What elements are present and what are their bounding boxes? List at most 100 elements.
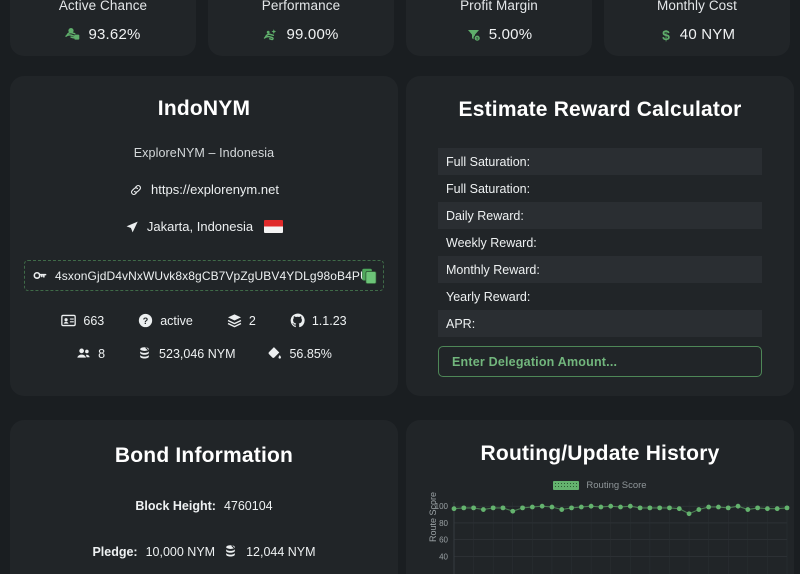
chip-version: 1.1.23 (290, 313, 347, 328)
stat-card-row: Active Chance 93.62% Performance (0, 0, 800, 56)
calc-row-label: Weekly Reward: (446, 235, 537, 250)
svg-text:$: $ (476, 35, 479, 40)
node-info-card: IndoNYM ExploreNYM – Indonesia https://e… (10, 76, 398, 396)
node-subtitle: ExploreNYM – Indonesia (133, 146, 275, 160)
bond-pledge-row: Pledge: 10,000 NYM 12,044 NYM (10, 544, 398, 559)
chart-title: Routing/Update History (480, 442, 720, 465)
calc-row-label: Daily Reward: (446, 208, 524, 223)
calc-row-label: Full Saturation: (446, 181, 531, 196)
svg-text:?: ? (143, 316, 149, 326)
svg-text:60: 60 (439, 536, 448, 545)
stat-value-row: 93.62% (65, 26, 140, 43)
chip-stake: 523,046 NYM (137, 346, 235, 361)
funnel-coin-icon: $ (466, 27, 482, 43)
location-arrow-icon (125, 220, 139, 234)
coin-stack-icon (223, 544, 238, 559)
calc-row-daily-reward: Daily Reward: (438, 202, 762, 229)
node-chip-row-1: 663 ? active (10, 313, 398, 328)
calc-row-monthly-reward: Monthly Reward: (438, 256, 762, 283)
chip-label: 2 (248, 313, 256, 328)
chip-label: 8 (98, 346, 106, 361)
bond-title: Bond Information (114, 444, 294, 467)
coin-stack-icon (137, 346, 152, 361)
stat-value: 40 NYM (679, 26, 736, 43)
block-height-value: 4760104 (223, 499, 273, 513)
svg-text:40: 40 (439, 552, 448, 561)
node-chip-row-2: 8 523,046 NYM (10, 346, 398, 361)
calc-row-label: APR: (446, 316, 476, 331)
chip-label: 56.85% (289, 346, 332, 361)
chart-plot-area: 100 80 60 40 (435, 502, 790, 574)
chip-label: active (160, 313, 193, 328)
calc-row-label: Full Saturation: (446, 154, 531, 169)
node-website-row[interactable]: https://explorenym.net (10, 182, 398, 197)
id-card-icon (61, 313, 77, 328)
hand-coins-icon (65, 27, 81, 43)
chip-layer: 2 (227, 313, 256, 328)
chip-node-id: 663 (61, 313, 104, 328)
stat-card-profit-margin[interactable]: Profit Margin $ 5.00% (406, 0, 592, 56)
block-height-label: Block Height: (135, 499, 216, 513)
calculator-rows: Full Saturation: Full Saturation: Daily … (438, 148, 762, 337)
copy-icon[interactable] (361, 267, 378, 284)
github-icon (290, 313, 305, 328)
node-title: IndoNYM (157, 97, 251, 120)
chip-saturation: 56.85% (267, 346, 332, 361)
node-location-row: Jakarta, Indonesia (10, 219, 398, 234)
reward-calculator-card: Estimate Reward Calculator Full Saturati… (406, 76, 794, 396)
stat-card-active-chance[interactable]: Active Chance 93.62% (10, 0, 196, 56)
stat-card-monthly-cost[interactable]: Monthly Cost $ 40 NYM (604, 0, 790, 56)
stat-card-performance[interactable]: Performance 99.00% (208, 0, 394, 56)
calc-row-label: Yearly Reward: (446, 289, 531, 304)
routing-history-card: Routing/Update History Routing Score Rou… (406, 420, 794, 574)
stat-label: Monthly Cost (657, 0, 737, 13)
stat-value-row: 99.00% (263, 26, 338, 43)
stat-value: 93.62% (88, 26, 141, 43)
node-location-text: Jakarta, Indonesia (146, 219, 254, 234)
calculator-title: Estimate Reward Calculator (458, 98, 742, 121)
delegation-amount-placeholder: Enter Delegation Amount... (452, 354, 618, 369)
calc-row-yearly-reward: Yearly Reward: (438, 283, 762, 310)
stat-value: 5.00% (488, 26, 533, 43)
pledge-secondary-value: 12,044 NYM (246, 544, 316, 559)
indonesia-flag-icon (264, 220, 284, 233)
delegation-amount-input[interactable]: Enter Delegation Amount... (438, 346, 762, 377)
bond-information-card: Bond Information Block Height: 4760104 P… (10, 420, 398, 574)
identity-key-box[interactable]: 4sxonGjdD4vNxWUvk8x8gCB7VpZgUBV4YDLg98oB… (24, 260, 384, 291)
stat-value-row: $ 40 NYM (659, 26, 735, 43)
legend-swatch-routing-score (553, 481, 580, 490)
svg-text:80: 80 (439, 519, 448, 528)
legend-label: Routing Score (586, 480, 647, 491)
svg-text:$: $ (662, 27, 670, 43)
layers-icon (227, 313, 242, 328)
stat-label: Performance (261, 0, 341, 13)
question-circle-icon: ? (138, 313, 153, 328)
chip-label: 1.1.23 (311, 313, 347, 328)
identity-key-text: 4sxonGjdD4vNxWUvk8x8gCB7VpZgUBV4YDLg98oB… (55, 268, 375, 283)
stat-label: Active Chance (58, 0, 148, 13)
users-icon (76, 346, 91, 361)
calc-row-weekly-reward: Weekly Reward: (438, 229, 762, 256)
chart-legend[interactable]: Routing Score (406, 480, 794, 491)
routing-chart: Routing Score Route Score 100 80 60 40 (406, 480, 794, 574)
calc-row-full-saturation-2: Full Saturation: (438, 175, 762, 202)
bond-block-height-row: Block Height: 4760104 (10, 499, 398, 513)
node-website-link[interactable]: https://explorenym.net (151, 182, 279, 197)
stat-value-row: $ 5.00% (466, 26, 533, 43)
dollar-icon: $ (659, 27, 673, 43)
pledge-value: 10,000 NYM (145, 544, 216, 559)
stat-value: 99.00% (286, 26, 339, 43)
chip-label: 523,046 NYM (159, 346, 236, 361)
paint-bucket-icon (267, 346, 282, 361)
chip-label: 663 (83, 313, 105, 328)
link-icon (129, 183, 143, 197)
chip-status: ? active (138, 313, 193, 328)
calc-row-full-saturation-1: Full Saturation: (438, 148, 762, 175)
calc-row-apr: APR: (438, 310, 762, 337)
calc-row-label: Monthly Reward: (446, 262, 540, 277)
key-icon (33, 269, 47, 283)
chip-delegators: 8 (76, 346, 105, 361)
hand-sparkle-icon (263, 27, 279, 43)
stat-label: Profit Margin (460, 0, 538, 13)
